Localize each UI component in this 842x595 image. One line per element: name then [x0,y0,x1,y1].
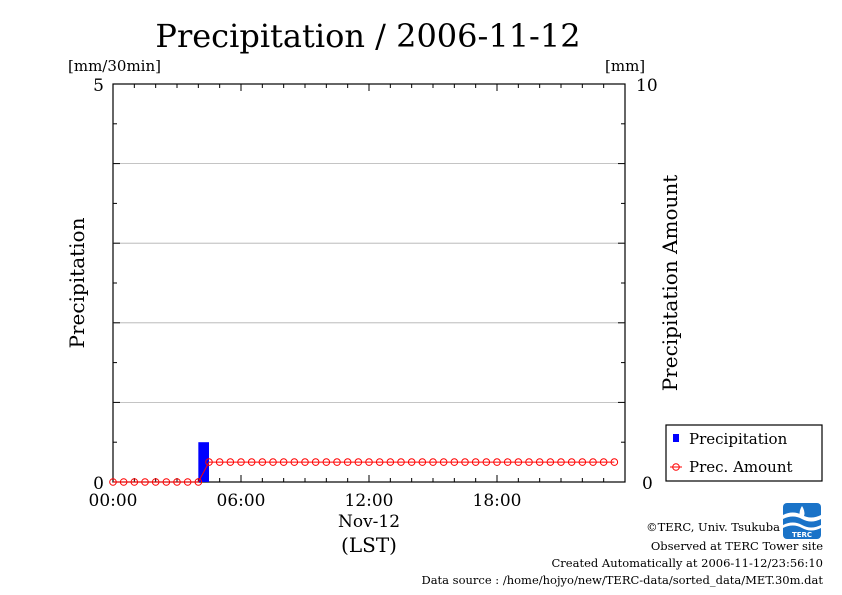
amount-marker [333,458,341,466]
x-tick-labels: 00:00 06:00 12:00 18:00 [89,491,522,511]
amount-marker [546,458,555,466]
amount-marker [247,458,256,466]
amount-marker [343,458,352,466]
amount-marker [173,478,181,486]
right-tick-label-min: 0 [642,474,653,494]
amount-marker [525,458,533,466]
amount-marker [439,458,448,466]
x-tick-label: 18:00 [473,491,522,511]
logo-text: TERC [792,531,812,539]
plot-area [112,83,626,483]
amount-marker [514,458,523,466]
x-date-label: Nov-12 [338,512,400,532]
legend-amount-label: Prec. Amount [689,458,793,476]
right-axis-unit: [mm] [605,57,645,75]
amount-marker [301,458,309,466]
legend: Precipitation Prec. Amount [665,424,823,482]
amount-marker [386,458,395,466]
footer-created: Created Automatically at 2006-11-12/23:5… [552,556,824,570]
amount-marker [183,478,192,486]
amount-marker [130,478,139,486]
amount-marker [503,458,512,466]
amount-line-series [109,458,619,486]
amount-marker [471,458,480,466]
amount-marker [354,458,363,466]
amount-marker [194,478,203,486]
legend-precipitation-swatch [673,434,679,442]
amount-marker [258,458,267,466]
x-tick-label: 00:00 [89,491,138,511]
legend-amount-marker [672,463,680,471]
x-tick-label: 12:00 [345,491,394,511]
amount-marker [535,458,544,466]
amount-marker [450,458,459,466]
amount-marker [482,458,491,466]
amount-marker [205,458,213,466]
precipitation-bars [198,442,209,482]
legend-precipitation-label: Precipitation [689,430,788,448]
amount-marker [375,458,384,466]
amount-marker [418,458,427,466]
precipitation-bar [198,442,209,482]
footer-source: Data source : /home/hojyo/new/TERC-data/… [421,573,823,587]
amount-marker [279,458,288,466]
amount-marker [151,478,160,486]
left-tick-label-min: 0 [93,474,104,494]
left-axis-label: Precipitation [65,217,89,348]
terc-logo: TERC [783,503,821,539]
amount-marker [461,458,469,466]
amount-marker [162,478,171,486]
grid-lines [113,163,625,403]
amount-marker [311,458,320,466]
amount-marker [237,458,245,466]
x-tick-label: 06:00 [217,491,266,511]
amount-marker [119,478,128,486]
amount-marker [407,458,416,466]
amount-marker [589,458,597,466]
amount-marker [290,458,299,466]
chart-title: Precipitation / 2006-11-12 [155,17,580,55]
right-axis-label: Precipitation Amount [658,175,682,392]
amount-line [113,461,615,483]
amount-marker [322,458,331,466]
legend-box [665,424,823,482]
left-tick-label-max: 5 [93,76,104,96]
amount-marker [493,458,501,466]
right-tick-label-max: 10 [636,76,658,96]
amount-marker [397,458,405,466]
amount-marker [429,458,437,466]
footer-copyright: ©TERC, Univ. Tsukuba [646,520,780,534]
amount-marker [365,458,373,466]
amount-marker [567,458,576,466]
amount-marker [610,458,619,466]
amount-marker [226,458,235,466]
amount-marker [599,458,608,466]
x-timezone-label: (LST) [341,533,397,557]
amount-marker [269,458,277,466]
footer-observed: Observed at TERC Tower site [651,539,823,553]
amount-marker [141,478,149,486]
amount-marker [215,458,224,466]
amount-marker [578,458,587,466]
left-axis-unit: [mm/30min] [68,57,161,75]
amount-marker [557,458,565,466]
amount-marker [109,478,117,486]
